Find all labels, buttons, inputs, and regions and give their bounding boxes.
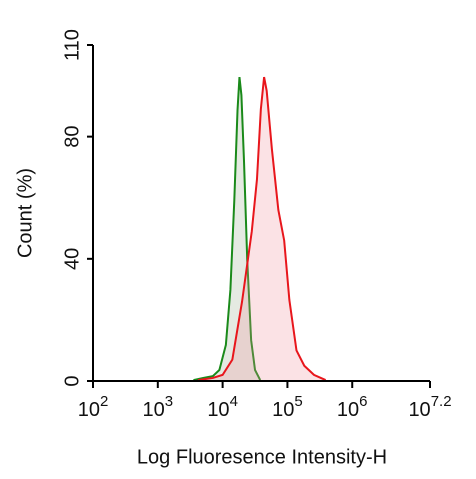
x-tick-label: 104 bbox=[207, 393, 238, 421]
y-tick-label: 80 bbox=[61, 126, 83, 148]
x-tick-label: 103 bbox=[143, 393, 174, 421]
line bbox=[197, 76, 327, 382]
y-axis-title: Count (%) bbox=[14, 168, 36, 258]
x-tick-label: 102 bbox=[78, 393, 109, 421]
x-tick-label: 105 bbox=[272, 393, 303, 421]
area bbox=[197, 77, 326, 382]
y-tick-label: 0 bbox=[61, 375, 83, 386]
y-tick-label: 110 bbox=[61, 29, 83, 61]
x-tick-label: 107.2 bbox=[408, 393, 451, 421]
x-tick-label: 106 bbox=[337, 393, 368, 421]
line bbox=[193, 76, 262, 382]
x-axis-title: Log Fluoresence Intensity-H bbox=[137, 446, 387, 468]
y-tick-label: 40 bbox=[61, 248, 83, 270]
